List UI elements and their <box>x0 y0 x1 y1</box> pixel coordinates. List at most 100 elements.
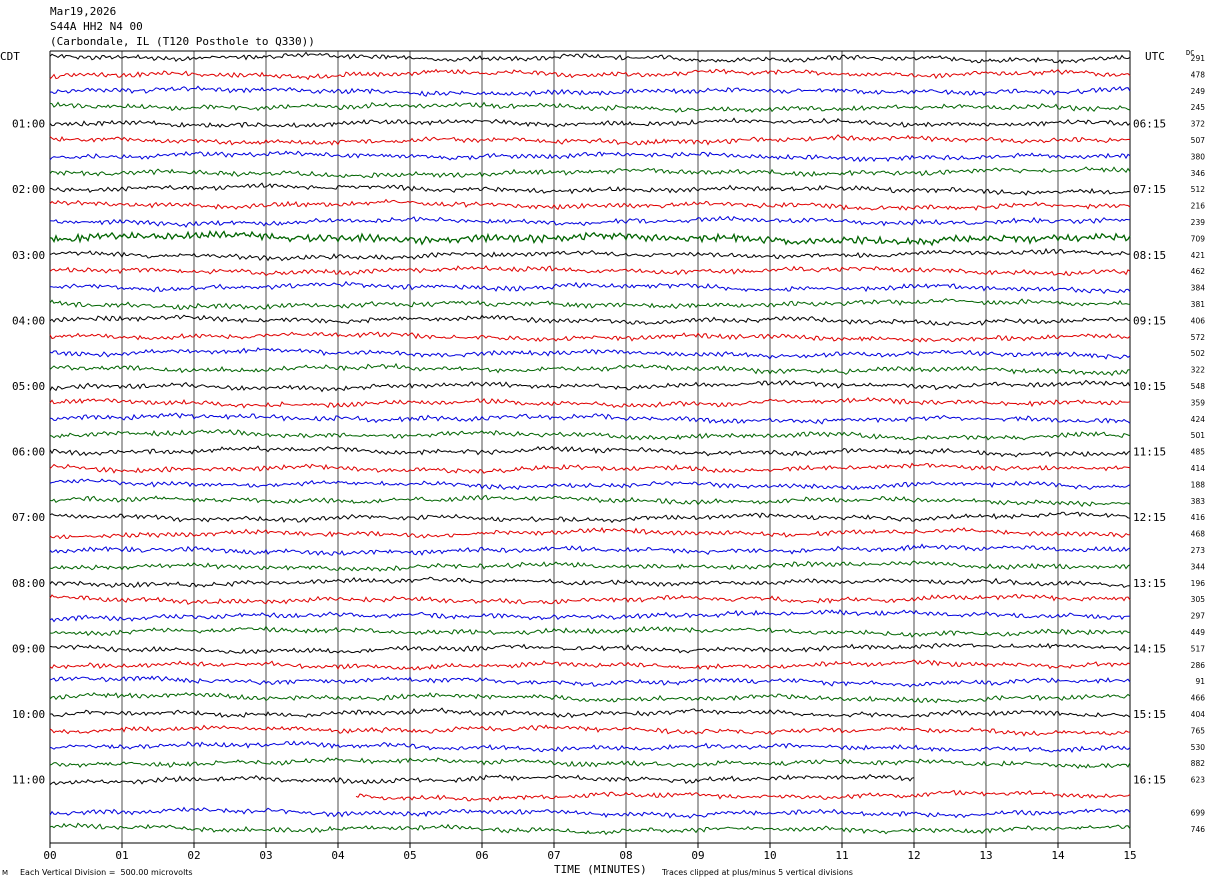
dc-offset-value: 517 <box>1191 644 1206 653</box>
dc-offset-value: 297 <box>1191 612 1206 621</box>
x-tick-label: 09 <box>691 849 704 862</box>
left-hour-label: 02:00 <box>12 183 45 196</box>
trace-line-14 <box>49 265 1131 277</box>
right-hour-label: 14:15 <box>1133 642 1166 655</box>
x-tick-label: 13 <box>979 849 992 862</box>
x-tick-label: 08 <box>619 849 632 862</box>
right-hour-label: 10:15 <box>1133 380 1166 393</box>
trace-line-21 <box>49 379 1131 393</box>
dc-offset-value: 623 <box>1191 776 1206 785</box>
x-tick-label: 04 <box>331 849 345 862</box>
x-tick-label: 15 <box>1123 849 1136 862</box>
x-tick-label: 00 <box>43 849 56 862</box>
left-hour-label: 09:00 <box>12 642 45 655</box>
trace-line-37 <box>49 642 1131 655</box>
header-date: Mar19,2026 <box>50 5 117 18</box>
x-axis-title: TIME (MINUTES) <box>554 863 647 876</box>
dc-offset-value: 381 <box>1191 300 1206 309</box>
dc-offset-value: 548 <box>1191 382 1206 391</box>
dc-offset-value: 406 <box>1191 316 1206 325</box>
dc-offset-value: 699 <box>1191 808 1206 817</box>
dc-offset-value: 291 <box>1191 54 1206 63</box>
dc-offset-value: 485 <box>1191 448 1206 457</box>
left-hour-label: 03:00 <box>12 249 45 262</box>
trace-line-28 <box>49 494 1131 508</box>
dc-offset-value: 572 <box>1191 333 1206 342</box>
dc-offset-value: 196 <box>1191 579 1206 588</box>
trace-line-16 <box>49 298 1131 311</box>
dc-offset-value: 414 <box>1191 464 1206 473</box>
trace-line-23 <box>49 412 1131 425</box>
dc-offset-value: 421 <box>1191 251 1206 260</box>
trace-line-17 <box>49 314 1131 326</box>
trace-line-24 <box>49 429 1131 441</box>
dc-offset-value: 404 <box>1191 710 1206 719</box>
clip-note: Traces clipped at plus/minus 5 vertical … <box>662 868 853 877</box>
trace-line-31 <box>49 543 1131 556</box>
trace-line-5 <box>49 117 1131 129</box>
x-tick-label: 14 <box>1051 849 1065 862</box>
left-hour-label: 04:00 <box>12 314 45 327</box>
scale-note: Each Vertical Division = 500.00 microvol… <box>20 868 193 877</box>
x-tick-label: 06 <box>475 849 488 862</box>
minute-grid <box>49 50 1131 844</box>
right-hour-label: 08:15 <box>1133 249 1166 262</box>
trace-line-15 <box>49 280 1131 295</box>
trace-line-19 <box>49 347 1131 360</box>
dc-offset-value: 746 <box>1191 825 1206 834</box>
trace-line-20 <box>49 362 1131 377</box>
trace-line-4 <box>49 101 1131 113</box>
dc-offset-value: 502 <box>1191 349 1206 358</box>
left-hour-label: 06:00 <box>12 446 45 459</box>
trace-line-38 <box>49 659 1131 671</box>
trace-line-26 <box>49 462 1131 474</box>
dc-offset-value: 383 <box>1191 497 1206 506</box>
trace-line-48 <box>49 822 1131 836</box>
dc-offset-value: 416 <box>1191 513 1206 522</box>
right-hour-label: 06:15 <box>1133 118 1166 131</box>
trace-line-22 <box>49 397 1131 409</box>
dc-offset-value: 344 <box>1191 562 1206 571</box>
dc-offset-value: 305 <box>1191 595 1206 604</box>
trace-line-29 <box>49 511 1131 524</box>
dc-offset-value: 91 <box>1195 677 1205 686</box>
trace-line-2 <box>49 68 1131 81</box>
dc-offset-value: 372 <box>1191 120 1206 129</box>
dc-offset-labels: 291 478 249 245 372 507 380 346 512 216 239 709 421 4… <box>1191 54 1206 834</box>
x-tick-label: 05 <box>403 849 416 862</box>
dc-offset-value: 501 <box>1191 431 1206 440</box>
dc-offset-value: 322 <box>1191 366 1206 375</box>
trace-line-43 <box>49 740 1131 753</box>
dc-offset-value: 384 <box>1191 284 1206 293</box>
left-hour-label: 07:00 <box>12 511 45 524</box>
right-hour-label: 13:15 <box>1133 577 1166 590</box>
trace-line-39 <box>49 675 1131 688</box>
trace-lines <box>49 51 1131 836</box>
trace-line-7 <box>49 150 1131 163</box>
x-tick-label: 02 <box>187 849 200 862</box>
dc-offset-value: 273 <box>1191 546 1206 555</box>
trace-line-6 <box>49 134 1131 146</box>
dc-offset-value: 286 <box>1191 661 1206 670</box>
right-hour-label: 15:15 <box>1133 708 1166 721</box>
trace-line-25 <box>49 445 1131 458</box>
dc-offset-value: 765 <box>1191 726 1206 735</box>
left-time-labels: 01:00 02:00 03:00 04:00 05:00 06:00 07:00 08:00… <box>12 118 45 787</box>
dc-offset-value: 882 <box>1191 759 1206 768</box>
trace-line-9 <box>49 182 1131 196</box>
x-tick-label: 01 <box>115 849 128 862</box>
trace-line-12 <box>49 229 1131 247</box>
dc-offset-value: 424 <box>1191 415 1206 424</box>
right-time-labels: 06:15 07:15 08:15 09:15 10:15 11:15 12:15 13:15… <box>1133 118 1166 787</box>
dc-offset-value: 512 <box>1191 185 1206 194</box>
left-hour-label: 10:00 <box>12 708 45 721</box>
x-tick-label: 03 <box>259 849 272 862</box>
right-hour-label: 11:15 <box>1133 446 1166 459</box>
trace-line-40 <box>49 692 1131 704</box>
dc-offset-value: 530 <box>1191 743 1206 752</box>
left-hour-label: 01:00 <box>12 118 45 131</box>
trace-line-46 <box>355 789 1131 803</box>
trace-line-18 <box>49 331 1131 343</box>
header-location: (Carbondale, IL (T120 Posthole to Q330)) <box>50 35 315 48</box>
